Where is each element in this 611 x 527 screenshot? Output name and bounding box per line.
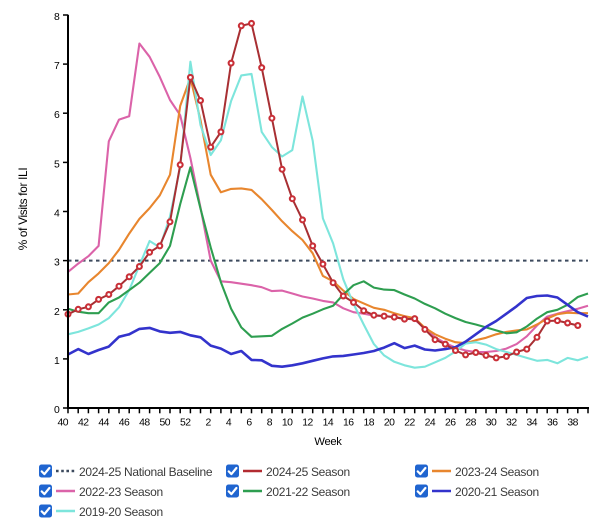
svg-text:8: 8	[267, 418, 273, 429]
svg-text:16: 16	[343, 418, 354, 429]
svg-text:7: 7	[54, 61, 60, 72]
svg-text:Week: Week	[314, 436, 342, 448]
svg-text:20: 20	[384, 418, 395, 429]
svg-text:12: 12	[302, 418, 313, 429]
svg-text:3: 3	[54, 258, 60, 269]
svg-text:2019-20 Season: 2019-20 Season	[79, 505, 163, 519]
svg-text:2: 2	[206, 418, 212, 429]
svg-text:2022-23 Season: 2022-23 Season	[79, 485, 163, 499]
svg-text:46: 46	[119, 418, 130, 429]
svg-text:14: 14	[323, 418, 334, 429]
svg-text:2023-24 Season: 2023-24 Season	[455, 465, 539, 479]
svg-text:32: 32	[506, 418, 517, 429]
svg-text:22: 22	[404, 418, 415, 429]
svg-text:2024-25 Season: 2024-25 Season	[266, 465, 350, 479]
svg-text:6: 6	[246, 418, 252, 429]
svg-text:1: 1	[54, 356, 60, 367]
svg-text:10: 10	[282, 418, 293, 429]
svg-text:5: 5	[54, 159, 60, 170]
svg-text:50: 50	[160, 418, 171, 429]
svg-text:34: 34	[527, 418, 538, 429]
svg-text:2021-22 Season: 2021-22 Season	[266, 485, 350, 499]
svg-text:8: 8	[54, 12, 60, 23]
svg-text:44: 44	[98, 418, 109, 429]
svg-text:0: 0	[54, 405, 60, 416]
svg-text:42: 42	[78, 418, 89, 429]
svg-text:36: 36	[547, 418, 558, 429]
svg-text:18: 18	[363, 418, 374, 429]
svg-text:6: 6	[54, 110, 60, 121]
svg-text:2020-21 Season: 2020-21 Season	[455, 485, 539, 499]
svg-text:52: 52	[180, 418, 191, 429]
svg-text:4: 4	[226, 418, 232, 429]
svg-text:40: 40	[58, 418, 69, 429]
svg-text:2024-25 National Baseline: 2024-25 National Baseline	[79, 465, 213, 479]
svg-text:% of Visits for ILI: % of Visits for ILI	[16, 168, 30, 251]
svg-text:38: 38	[567, 418, 578, 429]
svg-text:28: 28	[465, 418, 476, 429]
svg-text:26: 26	[445, 418, 456, 429]
svg-text:48: 48	[139, 418, 150, 429]
svg-text:2: 2	[54, 307, 60, 318]
svg-text:4: 4	[54, 209, 60, 220]
svg-text:30: 30	[486, 418, 497, 429]
svg-text:24: 24	[425, 418, 436, 429]
